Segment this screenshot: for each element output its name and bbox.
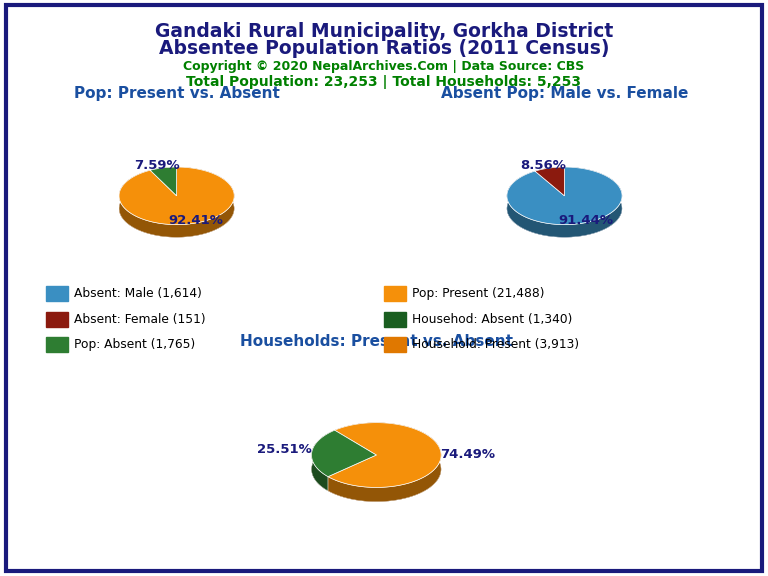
Polygon shape [507,167,622,237]
Polygon shape [328,423,441,502]
Title: Households: Present vs. Absent: Households: Present vs. Absent [240,334,513,349]
Text: 74.49%: 74.49% [441,448,495,461]
Polygon shape [119,167,234,237]
Polygon shape [535,167,564,184]
Title: Absent Pop: Male vs. Female: Absent Pop: Male vs. Female [441,86,688,101]
Polygon shape [151,167,177,196]
Polygon shape [119,167,234,225]
Text: Household: Present (3,913): Household: Present (3,913) [412,338,579,351]
Polygon shape [312,430,335,491]
Polygon shape [507,167,622,237]
Polygon shape [119,167,234,237]
Polygon shape [535,167,564,196]
Polygon shape [312,430,376,477]
Text: Pop: Present (21,488): Pop: Present (21,488) [412,287,545,300]
Polygon shape [328,423,441,487]
Polygon shape [151,167,177,183]
Text: Absent: Female (151): Absent: Female (151) [74,313,205,325]
Text: Househod: Absent (1,340): Househod: Absent (1,340) [412,313,572,325]
Polygon shape [151,167,177,183]
Text: Gandaki Rural Municipality, Gorkha District: Gandaki Rural Municipality, Gorkha Distr… [155,22,613,41]
Polygon shape [535,167,564,184]
Polygon shape [312,430,335,491]
Text: Total Population: 23,253 | Total Households: 5,253: Total Population: 23,253 | Total Househo… [187,75,581,89]
Polygon shape [507,167,622,237]
Polygon shape [312,423,441,502]
Polygon shape [507,167,622,225]
Text: Pop: Absent (1,765): Pop: Absent (1,765) [74,338,195,351]
Text: 25.51%: 25.51% [257,443,312,456]
Text: Absentee Population Ratios (2011 Census): Absentee Population Ratios (2011 Census) [159,39,609,58]
Polygon shape [328,423,441,502]
Text: 8.56%: 8.56% [520,159,566,172]
Text: 7.59%: 7.59% [134,158,180,172]
Text: 91.44%: 91.44% [558,214,614,227]
Text: Absent: Male (1,614): Absent: Male (1,614) [74,287,202,300]
Text: Copyright © 2020 NepalArchives.Com | Data Source: CBS: Copyright © 2020 NepalArchives.Com | Dat… [184,60,584,73]
Title: Pop: Present vs. Absent: Pop: Present vs. Absent [74,86,280,101]
Text: 92.41%: 92.41% [168,214,223,228]
Polygon shape [119,167,234,237]
